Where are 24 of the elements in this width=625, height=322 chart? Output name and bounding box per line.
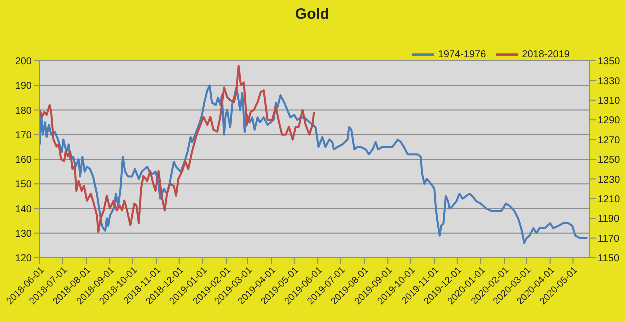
y2-tick-label: 1170: [598, 234, 620, 245]
y2-tick-label: 1270: [598, 135, 621, 146]
y-tick-label: 190: [15, 81, 32, 92]
y2-tick-label: 1250: [598, 155, 621, 166]
y2-tick-label: 1190: [598, 214, 620, 226]
y-tick-label: 180: [15, 106, 32, 117]
y-tick-label: 150: [15, 180, 32, 191]
y-tick-label: 170: [15, 130, 32, 142]
y-tick-label: 120: [15, 254, 32, 265]
chart-title: Gold: [294, 6, 331, 23]
y2-tick-label: 1310: [598, 96, 621, 107]
legend-label: 2018-2019: [522, 50, 570, 61]
y-tick-label: 160: [15, 155, 32, 166]
line-series: [40, 64, 316, 234]
y-tick-label: 140: [15, 204, 32, 216]
y2-tick-label: 1290: [598, 116, 621, 127]
y2-tick-label: 1330: [598, 76, 621, 88]
y2-tick-label: 1350: [598, 56, 621, 68]
y-tick-label: 200: [15, 56, 32, 68]
legend-label: 1974-1976: [438, 50, 486, 61]
y2-tick-label: 1230: [598, 174, 621, 186]
y2-tick-label: 1210: [598, 194, 621, 206]
y2-tick-label: 1150: [598, 254, 620, 265]
y-tick-label: 130: [15, 228, 32, 240]
